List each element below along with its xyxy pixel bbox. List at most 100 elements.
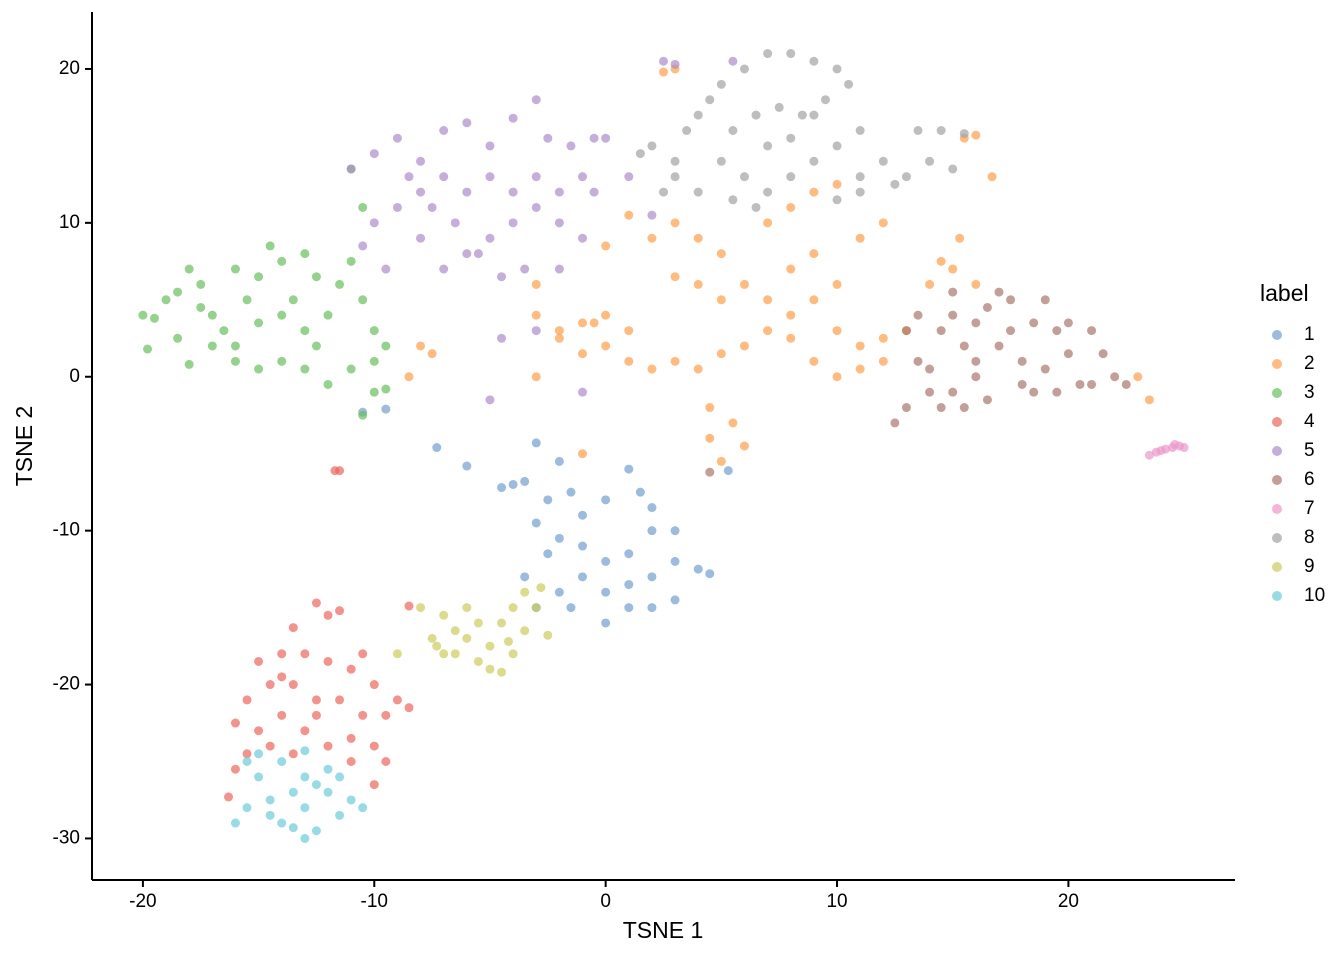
point	[335, 810, 345, 820]
point	[242, 295, 252, 305]
point	[566, 603, 576, 613]
point	[913, 356, 923, 366]
point	[485, 664, 495, 674]
point	[624, 580, 634, 590]
point	[601, 618, 611, 628]
point	[369, 326, 379, 336]
point	[358, 649, 368, 659]
point	[670, 595, 680, 605]
point	[589, 318, 599, 328]
legend-label: 7	[1304, 498, 1315, 519]
point	[566, 141, 576, 151]
point	[254, 318, 264, 328]
point	[219, 326, 229, 336]
point	[265, 795, 275, 805]
point	[693, 564, 703, 574]
point	[578, 449, 588, 459]
point	[462, 187, 472, 197]
point	[358, 202, 368, 212]
point	[404, 601, 414, 611]
point	[288, 680, 298, 690]
point	[265, 741, 275, 751]
point	[497, 667, 507, 677]
point	[936, 326, 946, 336]
point	[786, 49, 796, 59]
point	[820, 95, 830, 105]
y-axis-label: TSNE 2	[11, 406, 37, 487]
point	[763, 326, 773, 336]
point	[624, 464, 634, 474]
point	[508, 187, 518, 197]
point	[173, 333, 183, 343]
point	[739, 172, 749, 182]
point	[855, 172, 865, 182]
point	[230, 341, 240, 351]
point	[242, 749, 252, 759]
point	[323, 610, 333, 620]
point	[1040, 364, 1050, 374]
point	[543, 133, 553, 143]
point	[693, 279, 703, 289]
point	[300, 803, 310, 813]
point	[427, 349, 437, 359]
point	[601, 587, 611, 597]
legend-label: 6	[1304, 469, 1315, 490]
point	[335, 279, 345, 289]
point	[404, 172, 414, 182]
point	[288, 823, 298, 833]
point	[855, 126, 865, 136]
point	[578, 510, 588, 520]
point	[1040, 295, 1050, 305]
point	[358, 410, 368, 420]
point	[601, 495, 611, 505]
point	[948, 387, 958, 397]
point	[739, 64, 749, 74]
point	[716, 456, 726, 466]
point	[392, 202, 402, 212]
point	[184, 264, 194, 274]
point	[242, 803, 252, 813]
point	[786, 310, 796, 320]
point	[1006, 295, 1016, 305]
point	[543, 549, 553, 559]
legend-label: 10	[1304, 585, 1325, 606]
point	[809, 56, 819, 66]
point	[1144, 395, 1154, 405]
point	[346, 164, 356, 174]
point	[508, 649, 518, 659]
point	[520, 587, 530, 597]
point	[763, 295, 773, 305]
point	[369, 387, 379, 397]
point	[832, 326, 842, 336]
point	[705, 433, 715, 443]
point	[716, 79, 726, 89]
point	[531, 326, 541, 336]
point	[311, 272, 321, 282]
point	[844, 79, 854, 89]
point	[369, 741, 379, 751]
point	[809, 187, 819, 197]
point	[925, 156, 935, 166]
point	[416, 341, 426, 351]
point	[955, 233, 965, 243]
point	[948, 264, 958, 274]
point	[728, 418, 738, 428]
point	[716, 295, 726, 305]
point	[670, 526, 680, 536]
point	[601, 341, 611, 351]
point	[381, 341, 391, 351]
point	[601, 241, 611, 251]
point	[277, 756, 287, 766]
point	[601, 556, 611, 566]
point	[369, 149, 379, 159]
point	[439, 264, 449, 274]
point	[230, 718, 240, 728]
point	[589, 133, 599, 143]
point	[508, 113, 518, 123]
point	[346, 756, 356, 766]
point	[809, 295, 819, 305]
point	[450, 649, 460, 659]
point	[728, 195, 738, 205]
point	[277, 818, 287, 828]
